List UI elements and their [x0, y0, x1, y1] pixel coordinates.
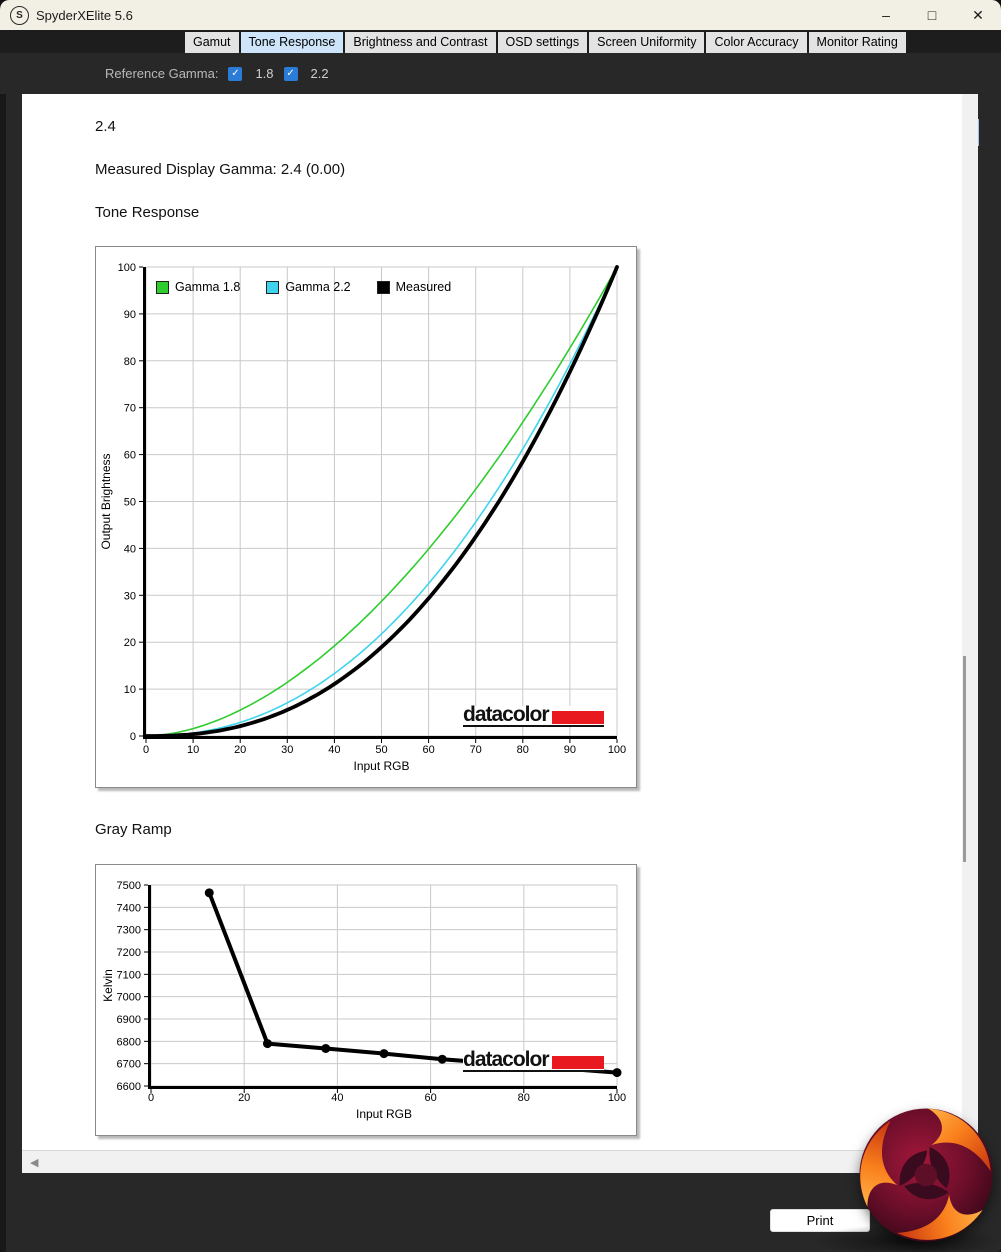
svg-text:40: 40	[124, 543, 136, 555]
svg-text:60: 60	[124, 450, 136, 462]
vertical-scrollbar[interactable]	[962, 94, 978, 1150]
minimize-button[interactable]: –	[882, 7, 890, 23]
svg-text:70: 70	[124, 403, 136, 415]
svg-text:6900: 6900	[117, 1014, 141, 1026]
svg-text:100: 100	[608, 1092, 626, 1104]
scroll-left-arrow-icon[interactable]: ◀	[30, 1156, 39, 1169]
datacolor-logo-red-bar	[551, 1056, 604, 1069]
legend-label: Gamma 1.8	[175, 280, 241, 294]
datacolor-logo-text: datacolor	[463, 1048, 550, 1071]
report-panel: 2.4 Measured Display Gamma: 2.4 (0.00) T…	[22, 94, 978, 1173]
gamma-2.2-option: ✓ 2.2	[283, 66, 329, 81]
datacolor-logo: datacolor	[463, 703, 604, 727]
svg-text:90: 90	[124, 309, 136, 321]
svg-text:0: 0	[148, 1092, 154, 1104]
gamma-2.2-checkbox[interactable]: ✓	[283, 66, 298, 81]
datacolor-logo-red-bar	[551, 711, 604, 724]
tab-osd-settings[interactable]: OSD settings	[497, 32, 588, 53]
tab-bar: Gamut Tone Response Brightness and Contras…	[0, 30, 1001, 53]
reference-gamma-label: Reference Gamma:	[105, 66, 219, 81]
maximize-button[interactable]: □	[927, 7, 937, 23]
svg-text:7000: 7000	[117, 992, 141, 1004]
svg-text:Output Brightness: Output Brightness	[99, 453, 113, 549]
tab-strip: Gamut Tone Response Brightness and Contras…	[185, 32, 908, 53]
window-controls: – □ ✕	[863, 0, 1001, 30]
tab-monitor-rating[interactable]: Monitor Rating	[808, 32, 906, 53]
svg-text:80: 80	[124, 356, 136, 368]
gray-ramp-chart: datacolor 0 20 40 60 80 100 6600 6700 6800 6900 70…	[95, 864, 637, 1136]
svg-text:70: 70	[470, 744, 482, 756]
legend-swatch	[266, 280, 280, 294]
reference-gamma-checkboxes: ✓ 1.8 ✓ 2.2	[218, 66, 329, 81]
svg-text:Input RGB: Input RGB	[353, 759, 409, 773]
tab-brightness-and-contrast[interactable]: Brightness and Contrast	[345, 32, 496, 53]
tone-response-heading: Tone Response	[95, 204, 200, 221]
svg-text:7200: 7200	[117, 947, 141, 959]
app-icon-letter: S	[16, 9, 23, 21]
gray_ramp-plot: 0 20 40 60 80 100 6600 6700 6800 6900 7000 7100 7200…	[101, 880, 626, 1121]
reference-gamma-value: 2.4	[95, 118, 116, 135]
legend-label: Gamma 2.2	[285, 280, 351, 294]
legend-swatch	[376, 280, 390, 294]
tab-screen-uniformity[interactable]: Screen Uniformity	[589, 32, 705, 53]
tab-gamut[interactable]: Gamut	[185, 32, 239, 53]
svg-text:7300: 7300	[117, 925, 141, 937]
kitguru-logo	[859, 1108, 993, 1242]
svg-text:20: 20	[124, 637, 136, 649]
svg-text:6800: 6800	[117, 1036, 141, 1048]
svg-text:100: 100	[608, 744, 626, 756]
svg-text:7400: 7400	[117, 902, 141, 914]
tab-tone-response[interactable]: Tone Response	[240, 32, 344, 53]
svg-text:6600: 6600	[117, 1081, 141, 1093]
gamma-2.2-label: 2.2	[310, 66, 329, 81]
horizontal-scrollbar[interactable]: ◀	[22, 1150, 978, 1173]
vertical-scrollbar-thumb[interactable]	[963, 656, 966, 862]
app-icon: S	[10, 5, 29, 25]
chart-legend: Gamma 1.8 Gamma 2.2 Measured	[156, 280, 451, 294]
tone_response-plot: 0 10 20 30 40 50 60 70 80 90 100 0 10 20 30 40 50 60 70 80 9…	[99, 262, 626, 773]
window-title: SpyderXElite 5.6	[36, 7, 133, 23]
datacolor-logo-text: datacolor	[463, 703, 550, 726]
svg-text:50: 50	[124, 497, 136, 509]
svg-text:40: 40	[328, 744, 340, 756]
svg-text:20: 20	[234, 744, 246, 756]
svg-text:10: 10	[124, 684, 136, 696]
legend-label: Measured	[395, 280, 452, 294]
svg-text:80: 80	[517, 744, 529, 756]
toolbar: Reference Gamma: ✓ 1.8 ✓ 2.2	[0, 53, 1001, 146]
tone-response-chart: Gamma 1.8 Gamma 2.2 Measured datacolor 0 10…	[95, 246, 637, 788]
svg-text:0: 0	[130, 731, 136, 743]
title-bar: S SpyderXElite 5.6 – □ ✕	[0, 0, 1001, 30]
svg-text:50: 50	[375, 744, 387, 756]
legend-item: Gamma 1.8	[156, 280, 240, 294]
legend-item: Measured	[376, 280, 452, 294]
svg-text:Input RGB: Input RGB	[356, 1107, 412, 1121]
svg-text:60: 60	[422, 744, 434, 756]
gamma-1.8-label: 1.8	[255, 66, 274, 81]
svg-text:40: 40	[331, 1092, 343, 1104]
gamma-1.8-option: ✓ 1.8	[228, 66, 274, 81]
datacolor-logo: datacolor	[463, 1048, 604, 1072]
svg-text:30: 30	[281, 744, 293, 756]
svg-text:0: 0	[143, 744, 149, 756]
gray-ramp-heading: Gray Ramp	[95, 821, 172, 838]
svg-text:80: 80	[518, 1092, 530, 1104]
gamma-1.8-checkbox[interactable]: ✓	[228, 66, 243, 81]
svg-text:Kelvin: Kelvin	[101, 969, 115, 1002]
svg-text:7500: 7500	[117, 880, 141, 892]
svg-text:100: 100	[118, 262, 136, 274]
svg-text:20: 20	[238, 1092, 250, 1104]
legend-item: Gamma 2.2	[266, 280, 351, 294]
svg-text:90: 90	[564, 744, 576, 756]
measured-gamma-text: Measured Display Gamma: 2.4 (0.00)	[95, 161, 346, 178]
close-button[interactable]: ✕	[972, 6, 984, 23]
svg-text:6700: 6700	[117, 1059, 141, 1071]
svg-text:7100: 7100	[117, 969, 141, 981]
svg-text:30: 30	[124, 590, 136, 602]
legend-swatch	[156, 280, 169, 294]
svg-text:10: 10	[187, 744, 199, 756]
svg-text:60: 60	[424, 1092, 436, 1104]
tab-color-accuracy[interactable]: Color Accuracy	[706, 32, 807, 53]
